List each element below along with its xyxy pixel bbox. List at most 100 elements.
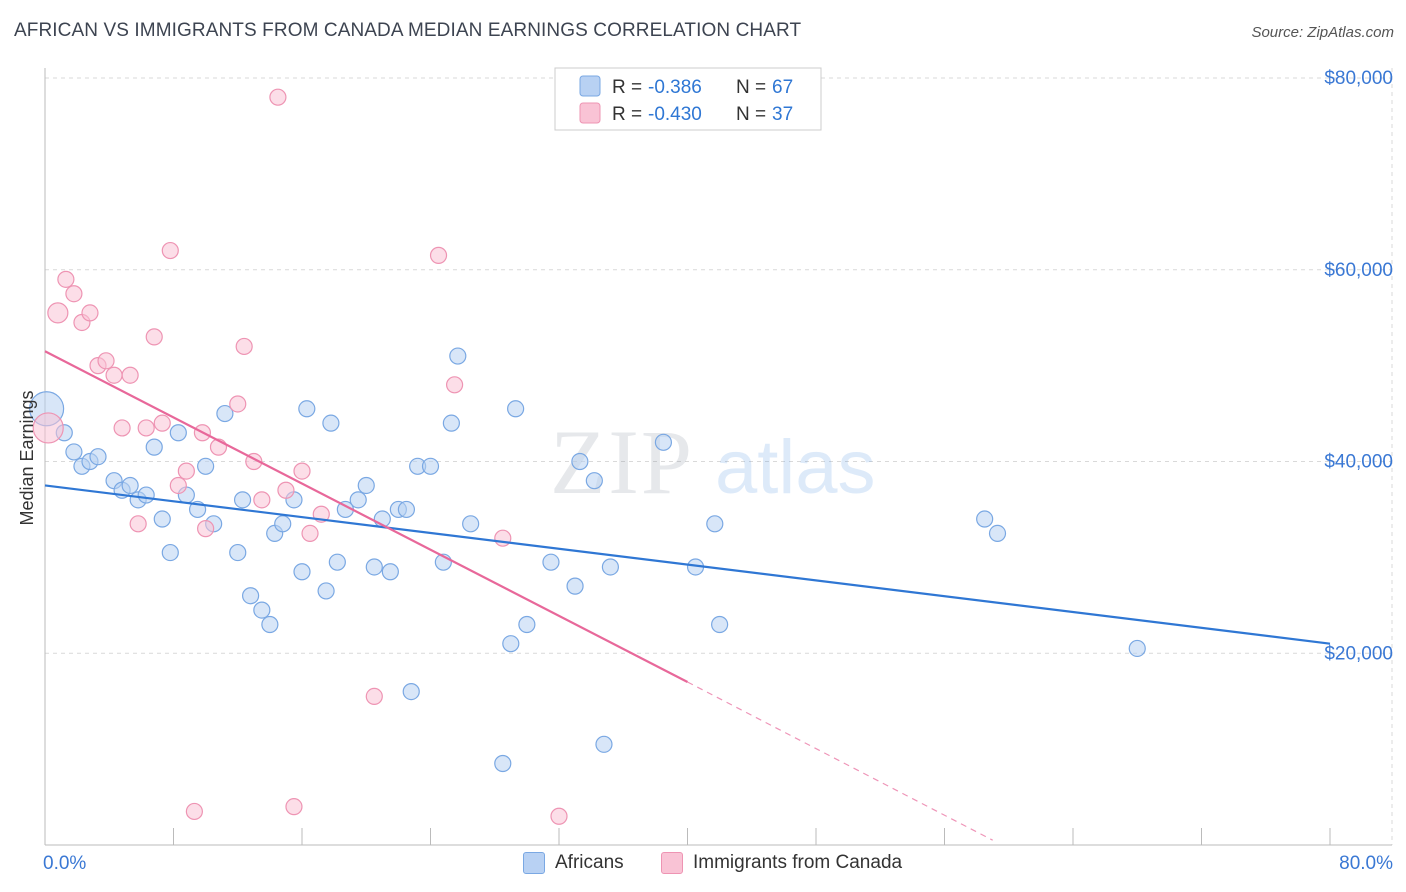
data-point-immigrants xyxy=(137,419,155,437)
data-point-immigrants xyxy=(57,270,75,288)
axes xyxy=(44,68,1392,846)
y-tick-labels: $20,000 $40,000 $60,000 $80,000 xyxy=(1324,68,1393,664)
data-point-immigrants xyxy=(277,481,295,499)
legend-item-africans[interactable]: Africans xyxy=(523,852,624,874)
data-point-africans xyxy=(216,404,234,423)
data-point-immigrants xyxy=(47,302,69,324)
data-point-africans xyxy=(595,735,613,753)
legend-swatch-immigrants-from-canada xyxy=(661,852,683,874)
data-point-africans xyxy=(601,558,620,576)
data-point-africans xyxy=(711,615,729,634)
data-point-africans xyxy=(449,347,467,365)
y-tick-label: $20,000 xyxy=(1324,643,1393,664)
data-point-africans xyxy=(145,438,163,456)
data-point-africans xyxy=(121,476,139,495)
data-point-africans xyxy=(654,433,673,451)
data-point-africans xyxy=(518,615,536,634)
data-point-immigrants xyxy=(365,687,383,705)
data-point-africans xyxy=(502,635,520,653)
data-point-africans xyxy=(402,682,420,701)
data-point-africans xyxy=(397,500,416,519)
data-point-immigrants xyxy=(185,802,203,821)
trend-line-immigrants xyxy=(44,350,689,683)
legend-n-label-0: N = xyxy=(736,77,766,98)
data-point-immigrants xyxy=(550,807,568,825)
chart-title: AFRICAN VS IMMIGRANTS FROM CANADA MEDIAN… xyxy=(14,20,802,41)
y-tick-label: $40,000 xyxy=(1324,452,1393,473)
data-point-immigrants xyxy=(65,285,83,303)
data-point-africans xyxy=(1128,639,1146,658)
data-point-immigrants xyxy=(97,352,115,370)
data-point-immigrants xyxy=(269,88,287,106)
data-point-immigrants xyxy=(145,328,163,346)
legend-label-immigrants-from-canada: Immigrants from Canada xyxy=(693,852,903,873)
data-point-immigrants xyxy=(235,337,253,356)
watermark-atlas: atlas xyxy=(715,425,876,510)
legend-swatch-africans xyxy=(579,75,601,97)
data-point-immigrants xyxy=(129,515,147,533)
data-point-africans xyxy=(233,491,252,509)
legend-n-value-1: 37 xyxy=(772,104,793,125)
data-point-immigrants xyxy=(81,304,99,322)
data-point-africans xyxy=(274,515,292,533)
data-point-africans xyxy=(421,457,440,475)
data-point-immigrants xyxy=(293,462,311,480)
data-point-africans xyxy=(89,448,107,466)
watermark: ZIP atlas xyxy=(550,411,876,513)
x-tick-labels: 0.0% 80.0% xyxy=(43,853,1393,874)
legend-r-label-1: R = xyxy=(612,104,642,125)
legend-item-immigrants-from-canada[interactable]: Immigrants from Canada xyxy=(661,852,902,874)
data-point-immigrants xyxy=(153,414,171,432)
data-point-immigrants xyxy=(253,491,271,509)
x-tick-label-start: 0.0% xyxy=(43,853,86,874)
y-tick-label: $60,000 xyxy=(1324,260,1393,281)
data-point-immigrants xyxy=(197,520,215,538)
grid-lines xyxy=(45,68,1393,845)
legend-swatch-africans xyxy=(523,852,545,874)
data-point-africans xyxy=(571,452,589,471)
data-point-africans xyxy=(293,563,311,581)
data-point-africans xyxy=(462,515,480,533)
data-point-africans xyxy=(261,615,279,634)
trend-line-immigrants-extension xyxy=(687,681,993,841)
data-point-immigrants xyxy=(445,376,464,394)
series-immigrants-from-canada xyxy=(32,88,568,825)
x-tick-label-end: 80.0% xyxy=(1339,853,1393,874)
data-point-africans xyxy=(197,457,215,475)
data-point-africans xyxy=(365,558,383,576)
correlation-legend: R = -0.386 N = 67 R = -0.430 N = 37 xyxy=(554,67,822,131)
data-point-africans xyxy=(328,553,346,571)
legend-n-label-1: N = xyxy=(736,104,766,125)
data-point-africans xyxy=(229,543,247,562)
legend-label-africans: Africans xyxy=(555,852,624,873)
data-point-africans xyxy=(242,587,260,605)
data-point-immigrants xyxy=(285,798,303,816)
y-axis-title: Median Earnings xyxy=(17,390,37,525)
data-point-immigrants xyxy=(32,412,64,444)
data-point-africans xyxy=(566,577,584,595)
data-point-africans xyxy=(137,486,155,504)
data-point-africans xyxy=(442,414,460,432)
legend-swatch-immigrants xyxy=(579,102,601,124)
data-point-immigrants xyxy=(121,366,139,384)
legend-r-label-0: R = xyxy=(612,77,642,98)
data-point-africans xyxy=(507,400,525,418)
data-point-africans xyxy=(542,553,560,571)
data-point-africans xyxy=(65,443,83,461)
data-point-africans xyxy=(349,491,367,509)
data-point-immigrants xyxy=(494,529,512,547)
trend-line-africans xyxy=(44,484,1331,645)
legend-r-value-0: -0.386 xyxy=(648,77,702,98)
data-point-africans xyxy=(253,601,271,619)
data-point-africans xyxy=(494,754,512,773)
data-point-immigrants xyxy=(113,419,131,437)
data-point-immigrants xyxy=(177,462,195,480)
y-tick-label: $80,000 xyxy=(1324,68,1393,89)
data-point-africans xyxy=(298,400,316,418)
data-point-africans xyxy=(153,510,171,528)
data-point-immigrants xyxy=(105,366,123,384)
data-point-africans xyxy=(322,414,340,432)
data-point-africans xyxy=(706,515,724,533)
data-point-africans xyxy=(381,563,399,581)
